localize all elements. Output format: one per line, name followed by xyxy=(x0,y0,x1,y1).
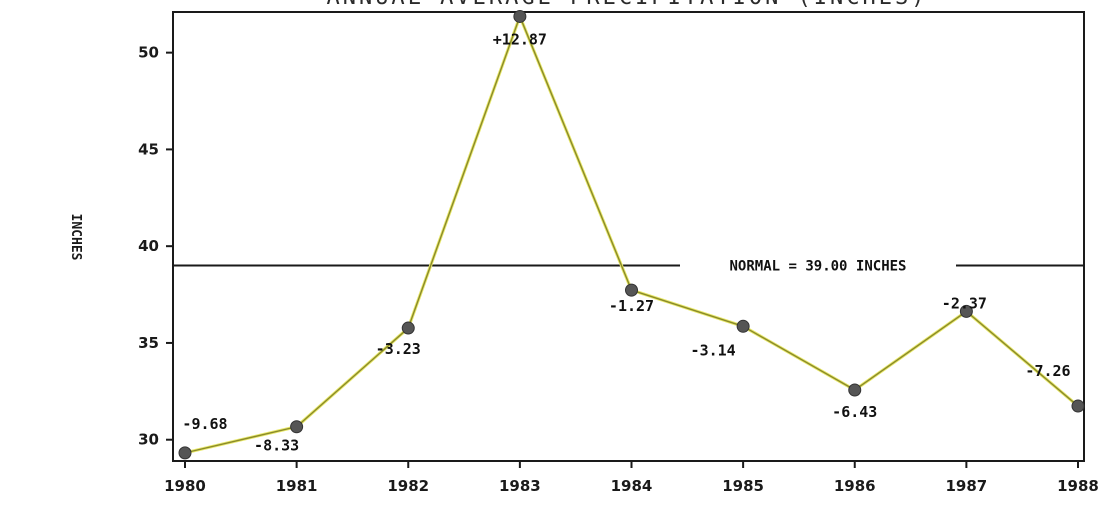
data-point xyxy=(290,420,304,434)
x-tick-label: 1981 xyxy=(276,477,318,495)
normal-line-label: NORMAL = 39.00 INCHES xyxy=(729,259,906,275)
y-axis-label: INCHES xyxy=(68,214,83,261)
series-group xyxy=(184,14,1080,455)
data-point xyxy=(1071,399,1085,413)
data-label: -2.37 xyxy=(942,294,987,312)
x-tick-label: 1980 xyxy=(164,477,206,495)
data-point xyxy=(959,304,973,318)
series-line-glow xyxy=(184,14,1080,455)
data-label: -3.14 xyxy=(691,341,736,359)
x-tick-label: 1986 xyxy=(834,477,876,495)
data-label: -1.27 xyxy=(609,297,654,315)
plot-frame xyxy=(172,11,1085,462)
data-label: -3.23 xyxy=(376,340,421,358)
x-tick-label: 1983 xyxy=(499,477,541,495)
chart-title: ANNUAL AVERAGE PRECIPITATION (INCHES) xyxy=(326,0,927,10)
y-tick-label: 45 xyxy=(138,140,159,158)
data-point xyxy=(625,283,638,297)
data-label: -9.68 xyxy=(182,415,227,433)
data-point xyxy=(513,9,527,23)
x-tick-label: 1985 xyxy=(722,477,764,495)
data-label: -6.43 xyxy=(832,403,877,421)
x-tick-label: 1982 xyxy=(387,477,429,495)
data-labels: -9.68 -8.33 -3.23 +12.87 -1.27 -3.14 -6.43 -2.3… xyxy=(182,30,1070,454)
data-points xyxy=(178,9,1085,460)
x-ticks: 1980 1981 1982 1983 1984 1985 1986 1987 1988 xyxy=(164,461,1099,495)
data-point xyxy=(401,321,415,335)
y-tick-label: 40 xyxy=(138,237,159,255)
data-label: -8.33 xyxy=(254,437,299,455)
x-tick-label: 1988 xyxy=(1057,477,1099,495)
data-label: -7.26 xyxy=(1025,362,1070,380)
data-point xyxy=(736,319,750,333)
data-point xyxy=(848,383,862,397)
y-tick-label: 30 xyxy=(138,431,159,449)
data-point xyxy=(178,446,192,460)
x-tick-label: 1984 xyxy=(611,477,653,495)
y-tick-label: 50 xyxy=(138,44,159,62)
y-ticks: 30 35 40 45 50 xyxy=(138,44,173,449)
series-line xyxy=(184,15,1079,454)
y-tick-label: 35 xyxy=(138,334,159,352)
normal-reference: NORMAL = 39.00 INCHES xyxy=(173,259,1084,275)
data-label: +12.87 xyxy=(493,30,547,48)
x-tick-label: 1987 xyxy=(946,477,988,495)
